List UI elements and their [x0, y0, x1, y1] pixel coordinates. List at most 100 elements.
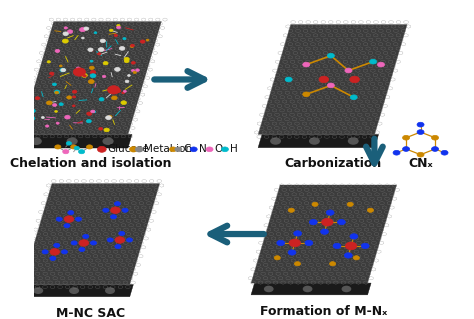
Circle shape [90, 60, 93, 62]
Circle shape [64, 216, 73, 222]
Text: CNₓ: CNₓ [408, 157, 433, 170]
Circle shape [100, 39, 105, 43]
Circle shape [86, 145, 92, 149]
Circle shape [431, 135, 438, 140]
Circle shape [109, 29, 113, 32]
Circle shape [367, 208, 374, 212]
Circle shape [79, 150, 85, 154]
Circle shape [108, 86, 120, 94]
Circle shape [82, 37, 84, 39]
Circle shape [417, 130, 424, 134]
Circle shape [303, 286, 312, 292]
Text: M-NC SAC: M-NC SAC [56, 307, 126, 319]
Circle shape [345, 68, 352, 73]
Circle shape [69, 287, 79, 294]
Circle shape [322, 218, 333, 226]
Circle shape [50, 256, 56, 261]
Circle shape [333, 243, 341, 249]
Circle shape [30, 109, 36, 113]
Circle shape [310, 219, 317, 225]
Circle shape [123, 90, 127, 92]
Circle shape [118, 231, 125, 235]
Circle shape [122, 92, 125, 94]
Circle shape [115, 237, 125, 243]
Circle shape [108, 115, 112, 118]
Circle shape [106, 116, 111, 120]
Circle shape [73, 68, 86, 76]
Circle shape [115, 67, 120, 71]
Text: Glucose: Glucose [108, 144, 149, 154]
Circle shape [190, 147, 197, 152]
Circle shape [131, 70, 135, 72]
Text: Metal ion: Metal ion [145, 144, 192, 154]
Circle shape [115, 244, 121, 249]
Circle shape [131, 62, 135, 64]
Circle shape [303, 62, 310, 67]
Circle shape [221, 147, 228, 152]
Circle shape [136, 69, 139, 71]
Circle shape [66, 142, 72, 145]
Circle shape [206, 147, 213, 152]
Circle shape [114, 34, 118, 37]
Circle shape [114, 202, 120, 206]
Circle shape [59, 65, 62, 67]
Circle shape [320, 229, 328, 234]
Circle shape [98, 53, 101, 55]
Polygon shape [22, 285, 133, 297]
Circle shape [75, 217, 82, 221]
Circle shape [55, 145, 61, 149]
Circle shape [63, 150, 69, 154]
Circle shape [50, 249, 60, 255]
Circle shape [88, 48, 93, 51]
Circle shape [342, 286, 351, 292]
Circle shape [103, 208, 109, 212]
Circle shape [49, 72, 54, 75]
Circle shape [264, 286, 273, 292]
Circle shape [93, 111, 96, 113]
Circle shape [74, 146, 80, 150]
Circle shape [274, 256, 280, 260]
Circle shape [111, 96, 117, 100]
Circle shape [55, 90, 60, 94]
Circle shape [329, 262, 336, 266]
Circle shape [146, 39, 149, 41]
Circle shape [328, 83, 334, 88]
Circle shape [82, 234, 89, 239]
Circle shape [117, 26, 120, 29]
Circle shape [285, 77, 292, 82]
Circle shape [124, 59, 129, 63]
Circle shape [110, 207, 120, 213]
Circle shape [47, 61, 51, 63]
Circle shape [30, 117, 35, 120]
Text: N: N [199, 144, 207, 154]
Circle shape [80, 27, 86, 32]
Circle shape [53, 104, 57, 107]
Circle shape [107, 238, 113, 242]
Circle shape [82, 73, 87, 78]
Circle shape [56, 217, 62, 221]
Circle shape [55, 110, 57, 112]
Polygon shape [22, 183, 160, 285]
Circle shape [84, 27, 89, 30]
Circle shape [79, 240, 89, 246]
Circle shape [63, 39, 68, 43]
Circle shape [33, 287, 43, 294]
Circle shape [123, 38, 126, 40]
Circle shape [337, 219, 346, 225]
Circle shape [62, 250, 67, 254]
Circle shape [61, 69, 66, 72]
Circle shape [103, 62, 108, 65]
Circle shape [59, 103, 63, 106]
Circle shape [303, 92, 310, 97]
Circle shape [99, 128, 103, 130]
Circle shape [55, 91, 59, 94]
Circle shape [175, 147, 182, 152]
Circle shape [73, 96, 76, 98]
Circle shape [124, 57, 129, 61]
Circle shape [350, 234, 358, 239]
Text: Chelation and isolation: Chelation and isolation [10, 157, 172, 170]
Circle shape [66, 137, 78, 145]
Circle shape [288, 250, 296, 255]
Circle shape [353, 256, 359, 260]
Circle shape [104, 128, 109, 132]
